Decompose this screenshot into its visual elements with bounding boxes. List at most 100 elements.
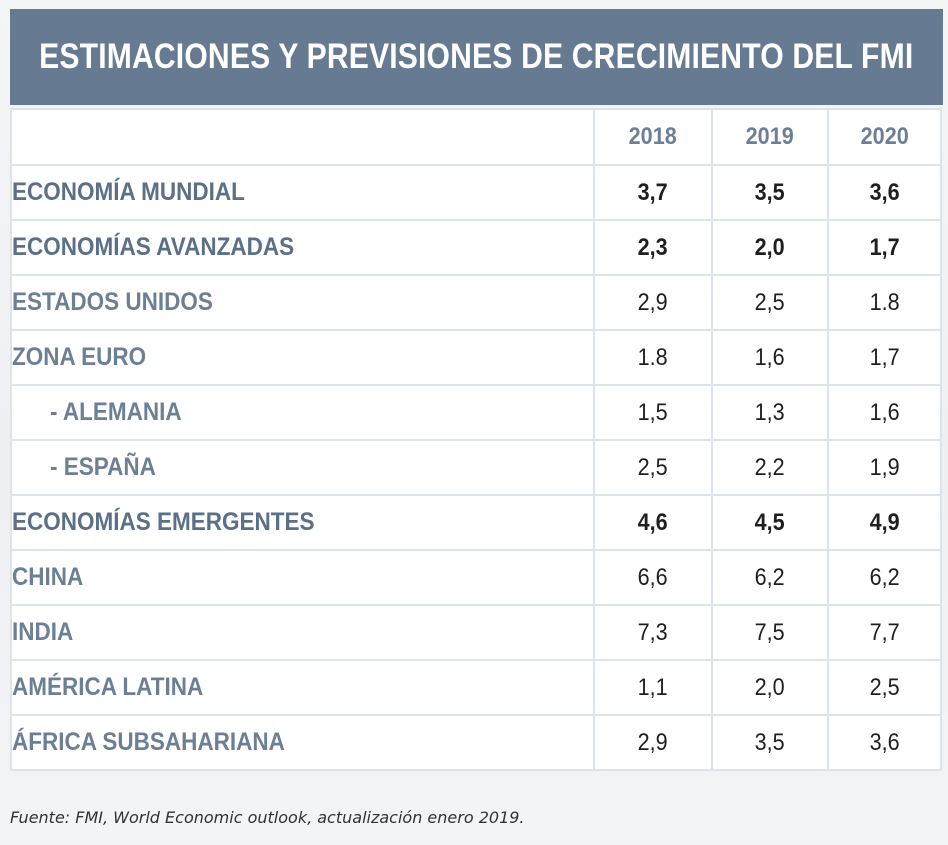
value-label: 7,5 <box>754 618 786 646</box>
row-label-cell: ECONOMÍA MUNDIAL <box>10 164 595 221</box>
table-row: ZONA EURO 1.8 1,6 1,7 <box>10 329 942 386</box>
table-title-bar: ESTIMACIONES Y PREVISIONES DE CRECIMIENT… <box>10 9 943 105</box>
year-header-2020: 2020 <box>827 108 942 166</box>
row-label-cell: - ESPAÑA <box>10 439 595 496</box>
row-label-cell: CHINA <box>10 549 595 606</box>
value-cell-2020: 1,9 <box>827 439 942 496</box>
year-label: 2019 <box>745 123 795 150</box>
value-label: 1,6 <box>869 398 900 426</box>
table-row: ÁFRICA SUBSAHARIANA 2,9 3,5 3,6 <box>10 714 942 771</box>
value-cell-2018: 1.8 <box>593 329 713 386</box>
value-cell-2019: 3,5 <box>711 164 829 221</box>
value-cell-2020: 1,7 <box>827 219 942 276</box>
value-label: 1,6 <box>754 343 786 371</box>
row-label: ECONOMÍAS EMERGENTES <box>12 508 315 536</box>
year-label: 2020 <box>860 123 909 150</box>
value-label: 1,7 <box>869 233 900 261</box>
value-label: 2,3 <box>637 233 669 261</box>
value-label: 2,5 <box>637 453 669 481</box>
value-cell-2018: 2,9 <box>593 274 713 331</box>
year-label: 2018 <box>628 123 678 150</box>
value-cell-2019: 1,6 <box>711 329 829 386</box>
row-label: ECONOMÍA MUNDIAL <box>12 178 245 206</box>
year-header-2018: 2018 <box>593 108 713 166</box>
value-cell-2018: 4,6 <box>593 494 713 551</box>
value-label: 6,2 <box>754 563 786 591</box>
value-cell-2020: 2,5 <box>827 659 942 716</box>
value-cell-2019: 6,2 <box>711 549 829 606</box>
value-label: 4,6 <box>637 508 669 536</box>
row-label-cell: - ALEMANIA <box>10 384 595 441</box>
header-row: 2018 2019 2020 <box>10 108 942 166</box>
value-label: 2,2 <box>754 453 786 481</box>
value-cell-2018: 1,5 <box>593 384 713 441</box>
value-cell-2018: 2,9 <box>593 714 713 771</box>
table-row: INDIA 7,3 7,5 7,7 <box>10 604 942 661</box>
value-cell-2018: 1,1 <box>593 659 713 716</box>
row-label: ZONA EURO <box>12 343 147 371</box>
value-label: 7,7 <box>869 618 900 646</box>
row-label: ÁFRICA SUBSAHARIANA <box>12 728 285 756</box>
value-label: 1.8 <box>869 288 900 316</box>
value-label: 1,9 <box>869 453 900 481</box>
value-cell-2020: 6,2 <box>827 549 942 606</box>
value-label: 2,0 <box>754 673 786 701</box>
value-cell-2020: 1,6 <box>827 384 942 441</box>
value-label: 1,5 <box>637 398 669 426</box>
value-label: 3,6 <box>869 178 900 206</box>
row-label: INDIA <box>12 618 74 646</box>
row-label: - ALEMANIA <box>50 398 182 426</box>
table-title: ESTIMACIONES Y PREVISIONES DE CRECIMIENT… <box>39 37 914 76</box>
header-blank-cell <box>10 108 595 166</box>
value-label: 1,1 <box>637 673 669 701</box>
value-cell-2020: 3,6 <box>827 714 942 771</box>
value-cell-2020: 1,7 <box>827 329 942 386</box>
table-row: ECONOMÍAS EMERGENTES 4,6 4,5 4,9 <box>10 494 942 551</box>
row-label-cell: ECONOMÍAS EMERGENTES <box>10 494 595 551</box>
row-label-cell: ESTADOS UNIDOS <box>10 274 595 331</box>
value-cell-2019: 2,2 <box>711 439 829 496</box>
value-label: 3,6 <box>869 728 900 756</box>
value-cell-2019: 1,3 <box>711 384 829 441</box>
value-label: 4,5 <box>754 508 786 536</box>
value-cell-2018: 7,3 <box>593 604 713 661</box>
value-cell-2019: 2,0 <box>711 219 829 276</box>
value-cell-2020: 7,7 <box>827 604 942 661</box>
value-label: 2,9 <box>637 728 669 756</box>
value-label: 7,3 <box>637 618 669 646</box>
value-label: 6,6 <box>637 563 669 591</box>
table-row: ESTADOS UNIDOS 2,9 2,5 1.8 <box>10 274 942 331</box>
table-row: ECONOMÍAS AVANZADAS 2,3 2,0 1,7 <box>10 219 942 276</box>
value-label: 1,3 <box>754 398 786 426</box>
table-row: AMÉRICA LATINA 1,1 2,0 2,5 <box>10 659 942 716</box>
value-label: 4,9 <box>869 508 900 536</box>
table-row: ECONOMÍA MUNDIAL 3,7 3,5 3,6 <box>10 164 942 221</box>
value-cell-2018: 6,6 <box>593 549 713 606</box>
value-cell-2019: 2,5 <box>711 274 829 331</box>
row-label-cell: ÁFRICA SUBSAHARIANA <box>10 714 595 771</box>
value-cell-2019: 4,5 <box>711 494 829 551</box>
value-label: 3,7 <box>637 178 669 206</box>
row-label: - ESPAÑA <box>50 453 156 481</box>
table-row: - ALEMANIA 1,5 1,3 1,6 <box>10 384 942 441</box>
value-label: 2,5 <box>869 673 900 701</box>
row-label: ECONOMÍAS AVANZADAS <box>12 233 295 261</box>
value-label: 3,5 <box>754 728 786 756</box>
row-label: CHINA <box>12 563 84 591</box>
value-label: 1.8 <box>637 343 669 371</box>
value-cell-2018: 2,3 <box>593 219 713 276</box>
value-label: 2,0 <box>754 233 786 261</box>
growth-table: 2018 2019 2020 ECONOMÍA MUNDIAL 3,7 3,5 3,6 ECO… <box>10 108 942 771</box>
value-cell-2020: 3,6 <box>827 164 942 221</box>
value-cell-2019: 7,5 <box>711 604 829 661</box>
row-label-cell: AMÉRICA LATINA <box>10 659 595 716</box>
value-label: 3,5 <box>754 178 786 206</box>
row-label-cell: ECONOMÍAS AVANZADAS <box>10 219 595 276</box>
value-label: 1,7 <box>869 343 900 371</box>
row-label: ESTADOS UNIDOS <box>12 288 213 316</box>
year-header-2019: 2019 <box>711 108 829 166</box>
value-cell-2018: 2,5 <box>593 439 713 496</box>
value-cell-2020: 1.8 <box>827 274 942 331</box>
row-label: AMÉRICA LATINA <box>12 673 204 701</box>
source-note: Fuente: FMI, World Economic outlook, act… <box>10 808 525 827</box>
